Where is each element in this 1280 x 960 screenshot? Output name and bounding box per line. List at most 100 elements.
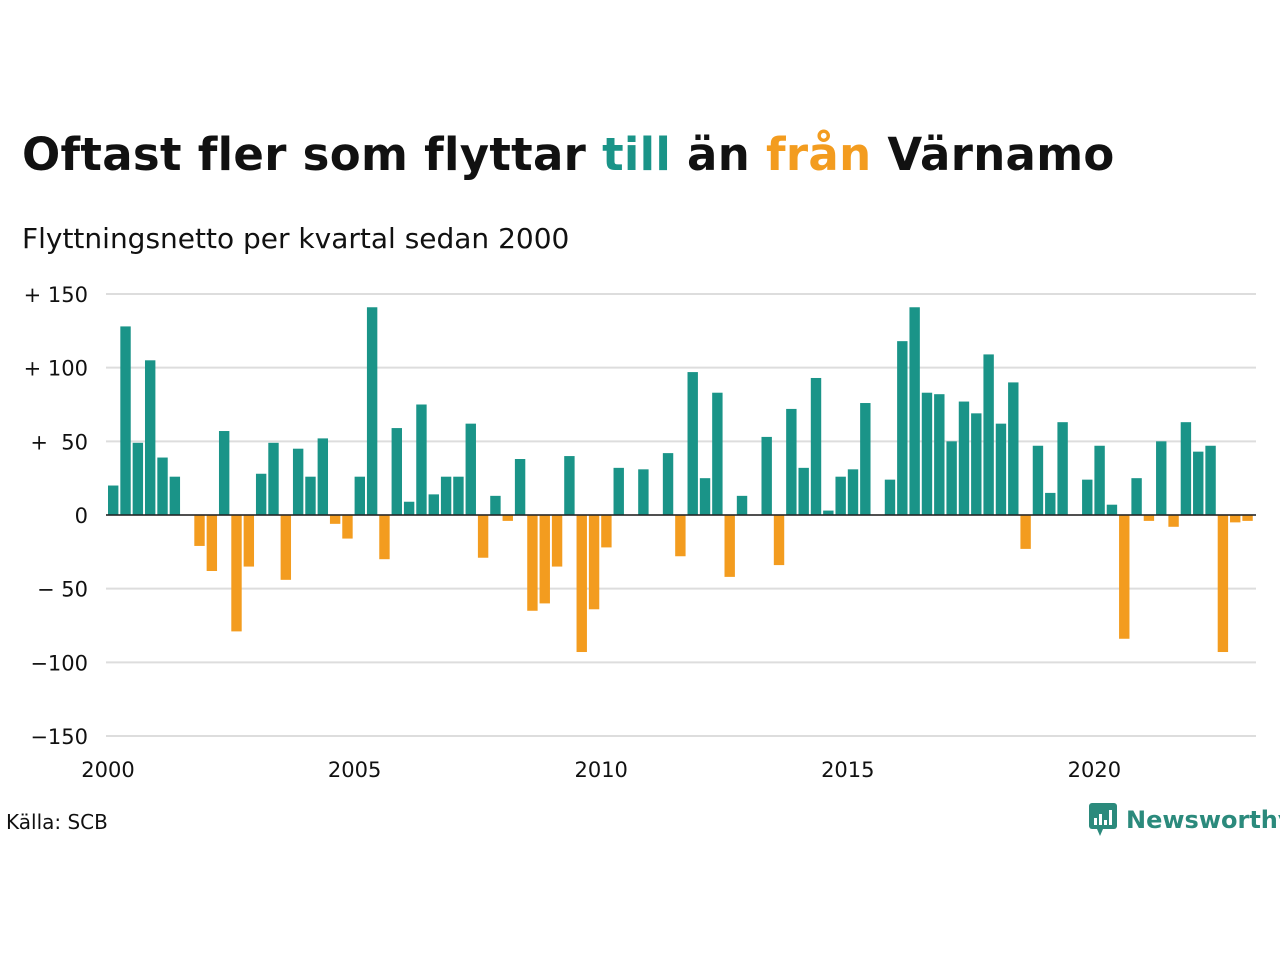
bar <box>847 469 859 515</box>
bar <box>243 515 255 567</box>
bar <box>786 408 797 515</box>
x-axis-labels: 2000 2005 2010 2015 2020 <box>81 758 1121 782</box>
x-tick-label: 2020 <box>1068 758 1121 782</box>
bar <box>699 478 711 515</box>
chart-title: Oftast fler som flyttar till än från Vär… <box>22 128 1115 181</box>
bar <box>317 438 329 515</box>
bar <box>736 495 748 515</box>
bar <box>342 515 353 539</box>
bar <box>761 436 772 515</box>
bar <box>1119 515 1130 639</box>
bar <box>798 467 809 515</box>
bar <box>773 515 785 566</box>
bar <box>527 515 538 611</box>
bar <box>1008 382 1019 515</box>
bar <box>724 515 735 577</box>
y-tick-label: − 50 <box>37 578 88 602</box>
bar <box>884 479 896 515</box>
bar <box>144 360 156 515</box>
bar <box>502 515 513 521</box>
x-tick-label: 2010 <box>574 758 627 782</box>
bar <box>490 495 501 515</box>
bar <box>1143 515 1155 521</box>
bar <box>403 501 415 515</box>
bar <box>379 515 390 560</box>
bar <box>206 515 218 571</box>
y-axis-labels: + 150 + 100 + 50 0 − 50 −100 −150 <box>24 283 88 749</box>
bar <box>712 392 723 515</box>
y-tick-label: −100 <box>30 651 88 675</box>
bar <box>391 428 402 515</box>
chart-subtitle: Flyttningsnetto per kvartal sedan 2000 <box>22 222 570 255</box>
source-note: Källa: SCB <box>6 810 108 834</box>
title-highlight-fran: från <box>766 128 872 181</box>
bars <box>108 307 1253 653</box>
bar <box>255 473 267 515</box>
bar <box>995 423 1007 515</box>
bar <box>1242 515 1253 521</box>
title-part-3: Värnamo <box>871 128 1115 181</box>
x-tick-label: 2015 <box>821 758 874 782</box>
bar <box>539 515 550 604</box>
bar <box>1193 451 1204 515</box>
bar <box>1168 515 1179 527</box>
bar <box>860 403 871 515</box>
bar <box>810 377 822 515</box>
brand-logo: Newsworthy <box>1088 802 1280 838</box>
bar <box>588 515 600 610</box>
bar <box>638 469 649 515</box>
y-tick-label: + 100 <box>24 357 88 381</box>
bar <box>909 307 920 515</box>
bar <box>218 431 230 515</box>
bar <box>354 476 365 515</box>
bar <box>613 467 624 515</box>
bar <box>601 515 612 548</box>
bar <box>687 372 698 515</box>
bar <box>169 476 181 515</box>
bar <box>662 453 674 515</box>
bar <box>1094 445 1105 515</box>
bar <box>428 494 439 515</box>
bar <box>1082 479 1093 515</box>
y-tick-label: + 150 <box>24 283 88 307</box>
bar <box>477 515 489 558</box>
title-part-2: än <box>671 128 767 181</box>
bar <box>268 442 279 515</box>
bar <box>1032 445 1044 515</box>
bar <box>416 404 427 515</box>
y-tick-label: + 50 <box>30 430 88 454</box>
bar <box>453 476 464 515</box>
bar <box>1045 492 1056 515</box>
newsworthy-logo-icon <box>1089 803 1117 836</box>
bar <box>1106 504 1118 515</box>
bar <box>1217 515 1229 653</box>
bar <box>921 392 933 515</box>
bar <box>157 457 168 515</box>
bar <box>1180 422 1192 515</box>
bar <box>120 326 131 515</box>
bar <box>231 515 242 632</box>
bar <box>1020 515 1031 549</box>
title-highlight-till: till <box>602 128 672 181</box>
bar <box>971 413 982 515</box>
bar <box>1131 478 1142 515</box>
bar <box>194 515 205 546</box>
bar <box>946 441 957 515</box>
bar <box>329 515 341 524</box>
bar <box>1230 515 1241 523</box>
bar-chart: + 150 + 100 + 50 0 − 50 −100 −150 2000 2005 2010… <box>24 283 1256 782</box>
bar <box>835 476 846 515</box>
bar <box>440 476 452 515</box>
bar <box>897 341 908 515</box>
y-tick-label: 0 <box>75 504 88 528</box>
bar <box>958 401 970 515</box>
bar <box>108 485 119 515</box>
x-tick-label: 2000 <box>81 758 134 782</box>
y-tick-label: −150 <box>30 725 88 749</box>
brand-name: Newsworthy <box>1126 806 1280 834</box>
bar <box>934 394 945 515</box>
bar <box>551 515 563 567</box>
bar <box>983 354 994 515</box>
bar <box>1205 445 1216 515</box>
bar <box>1156 441 1167 515</box>
